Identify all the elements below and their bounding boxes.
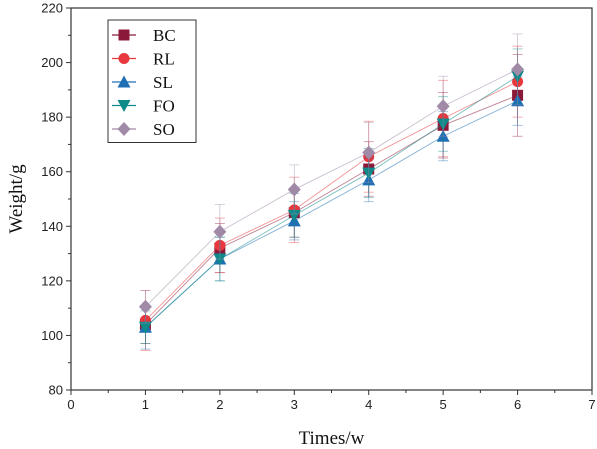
legend-entry-bc: BC bbox=[112, 26, 176, 45]
series-fo bbox=[138, 48, 525, 345]
y-axis-ticks: 80 100 120 140 160 180 200 220 bbox=[41, 1, 71, 398]
data-point bbox=[436, 99, 450, 114]
x-tick-label: 3 bbox=[291, 397, 298, 412]
y-tick-label: 120 bbox=[41, 273, 63, 288]
legend-label: SL bbox=[153, 73, 173, 92]
y-tick-label: 200 bbox=[41, 55, 63, 70]
legend-entry-fo: FO bbox=[112, 97, 175, 116]
data-point bbox=[287, 182, 301, 197]
legend-marker bbox=[118, 53, 130, 64]
legend-marker bbox=[117, 75, 131, 88]
series-sl bbox=[138, 75, 525, 350]
legend-entry-so: SO bbox=[112, 120, 175, 139]
legend-marker bbox=[117, 100, 131, 112]
y-tick-label: 160 bbox=[41, 164, 63, 179]
x-tick-label: 0 bbox=[67, 397, 74, 412]
series-line-fo bbox=[145, 75, 518, 328]
x-tick-label: 7 bbox=[588, 397, 595, 412]
data-point bbox=[138, 299, 152, 314]
data-point bbox=[362, 145, 376, 160]
data-point bbox=[287, 209, 301, 222]
y-tick-label: 80 bbox=[49, 383, 63, 398]
legend-marker bbox=[117, 122, 131, 136]
x-tick-label: 5 bbox=[440, 397, 447, 412]
y-tick-label: 220 bbox=[41, 1, 63, 16]
legend-entry-rl: RL bbox=[112, 50, 175, 69]
legend-label: RL bbox=[153, 50, 175, 69]
series-layer bbox=[138, 33, 525, 351]
legend-label: FO bbox=[153, 97, 175, 116]
y-tick-label: 140 bbox=[41, 219, 63, 234]
legend-label: SO bbox=[153, 120, 175, 139]
data-point bbox=[213, 253, 227, 266]
x-axis-label: Times/w bbox=[299, 428, 365, 449]
legend: BC RL SL FO SO bbox=[107, 19, 197, 143]
legend-entry-sl: SL bbox=[112, 73, 173, 92]
x-tick-label: 6 bbox=[514, 397, 521, 412]
series-bc bbox=[139, 53, 524, 345]
x-tick-label: 1 bbox=[142, 397, 149, 412]
legend-label: BC bbox=[153, 26, 176, 45]
series-line-so bbox=[145, 68, 518, 308]
series-line-bc bbox=[145, 94, 518, 325]
x-tick-label: 2 bbox=[216, 397, 223, 412]
series-line-rl bbox=[145, 81, 518, 321]
x-tick-label: 4 bbox=[365, 397, 372, 412]
series-rl bbox=[139, 45, 524, 351]
data-point bbox=[213, 224, 227, 239]
series-so bbox=[138, 33, 525, 324]
legend-marker bbox=[118, 29, 130, 41]
data-point bbox=[511, 62, 525, 77]
y-tick-label: 180 bbox=[41, 110, 63, 125]
y-axis-label: Weight/g bbox=[6, 164, 27, 234]
series-line-sl bbox=[145, 100, 518, 328]
data-point bbox=[138, 321, 152, 334]
y-tick-label: 100 bbox=[41, 328, 63, 343]
x-axis-ticks: 0 1 2 3 4 5 6 7 bbox=[67, 390, 596, 412]
